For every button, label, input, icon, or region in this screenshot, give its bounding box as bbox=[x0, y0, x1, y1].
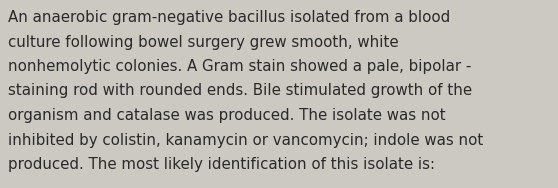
Text: produced. The most likely identification of this isolate is:: produced. The most likely identification… bbox=[8, 157, 435, 172]
Text: nonhemolytic colonies. A Gram stain showed a pale, bipolar -: nonhemolytic colonies. A Gram stain show… bbox=[8, 59, 472, 74]
Text: inhibited by colistin, kanamycin or vancomycin; indole was not: inhibited by colistin, kanamycin or vanc… bbox=[8, 133, 483, 148]
Text: staining rod with rounded ends. Bile stimulated growth of the: staining rod with rounded ends. Bile sti… bbox=[8, 83, 472, 99]
Text: organism and catalase was produced. The isolate was not: organism and catalase was produced. The … bbox=[8, 108, 446, 123]
Text: An anaerobic gram-negative bacillus isolated from a blood: An anaerobic gram-negative bacillus isol… bbox=[8, 10, 450, 25]
Text: culture following bowel surgery grew smooth, white: culture following bowel surgery grew smo… bbox=[8, 35, 398, 49]
